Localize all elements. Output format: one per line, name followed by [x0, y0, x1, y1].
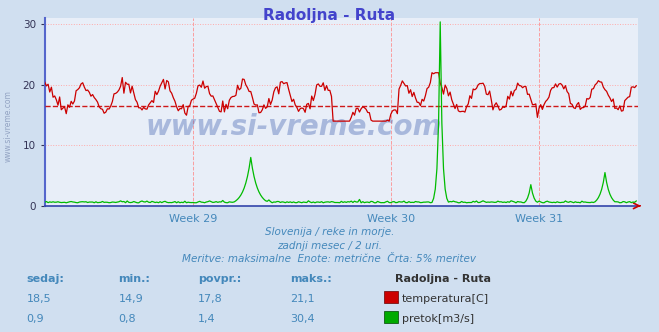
- Text: Radoljna - Ruta: Radoljna - Ruta: [395, 274, 492, 284]
- Text: 21,1: 21,1: [290, 294, 314, 304]
- Text: Week 31: Week 31: [515, 214, 563, 224]
- Text: 18,5: 18,5: [26, 294, 51, 304]
- Text: www.si-vreme.com: www.si-vreme.com: [146, 113, 442, 141]
- Text: Radoljna - Ruta: Radoljna - Ruta: [264, 8, 395, 23]
- Text: sedaj:: sedaj:: [26, 274, 64, 284]
- Text: maks.:: maks.:: [290, 274, 331, 284]
- Text: Week 30: Week 30: [366, 214, 415, 224]
- Text: 14,9: 14,9: [119, 294, 144, 304]
- Text: Meritve: maksimalne  Enote: metrične  Črta: 5% meritev: Meritve: maksimalne Enote: metrične Črta…: [183, 254, 476, 264]
- Text: 0,9: 0,9: [26, 314, 44, 324]
- Text: 17,8: 17,8: [198, 294, 223, 304]
- Text: Slovenija / reke in morje.: Slovenija / reke in morje.: [265, 227, 394, 237]
- Text: povpr.:: povpr.:: [198, 274, 241, 284]
- Text: 30,4: 30,4: [290, 314, 314, 324]
- Text: 0,8: 0,8: [119, 314, 136, 324]
- Text: zadnji mesec / 2 uri.: zadnji mesec / 2 uri.: [277, 241, 382, 251]
- Text: 1,4: 1,4: [198, 314, 215, 324]
- Text: temperatura[C]: temperatura[C]: [402, 294, 489, 304]
- Text: min.:: min.:: [119, 274, 150, 284]
- Text: www.si-vreme.com: www.si-vreme.com: [3, 90, 13, 162]
- Text: pretok[m3/s]: pretok[m3/s]: [402, 314, 474, 324]
- Text: Week 29: Week 29: [169, 214, 217, 224]
